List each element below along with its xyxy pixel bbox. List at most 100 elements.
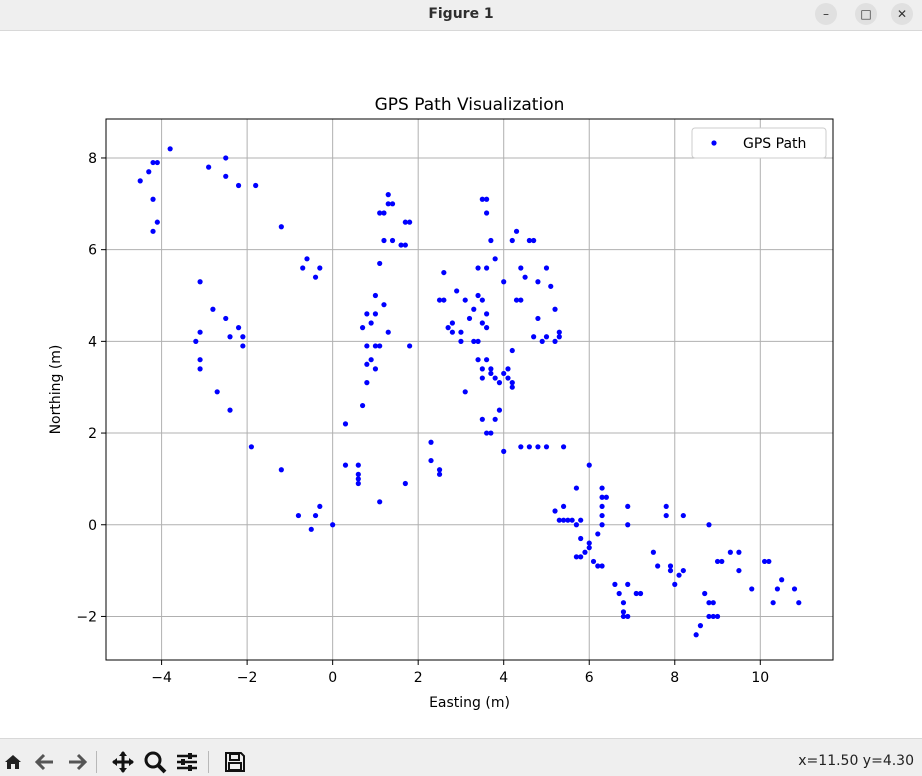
data-point [565, 517, 571, 523]
data-point [312, 512, 319, 519]
data-point [556, 329, 562, 335]
configure-subplots-icon[interactable] [174, 749, 200, 775]
x-tick-label: 6 [585, 670, 594, 686]
data-point [599, 503, 605, 510]
data-point [150, 159, 156, 166]
data-point [620, 609, 627, 615]
data-point [488, 237, 494, 244]
data-point [377, 499, 383, 505]
grid [106, 119, 833, 660]
data-point [377, 260, 383, 267]
data-point [509, 380, 515, 386]
data-point [616, 590, 622, 597]
close-button[interactable]: ✕ [891, 3, 913, 25]
x-axis-label: Easting (m) [429, 695, 510, 711]
data-point [377, 343, 383, 349]
data-point [479, 297, 485, 303]
data-point [428, 439, 434, 445]
home-icon[interactable] [0, 749, 26, 775]
data-point [300, 265, 306, 271]
data-point [620, 600, 627, 606]
forward-icon[interactable] [64, 749, 90, 775]
save-icon[interactable] [222, 749, 248, 775]
data-point [364, 380, 370, 386]
data-point [676, 572, 682, 578]
data-point [791, 586, 798, 592]
data-point [599, 494, 605, 500]
data-point [595, 531, 601, 537]
legend: GPS Path [691, 127, 827, 159]
chart-title: GPS Path Visualization [375, 95, 565, 115]
data-point [475, 265, 481, 271]
data-point [586, 462, 592, 468]
data-point [552, 508, 558, 514]
data-point [672, 581, 678, 587]
data-point [714, 613, 721, 620]
data-point [210, 306, 216, 312]
legend-marker [711, 140, 717, 146]
data-point [586, 540, 592, 546]
data-point [573, 554, 580, 560]
toolbar-separator [208, 751, 209, 773]
data-point [501, 279, 507, 285]
data-point [402, 480, 408, 487]
minimize-button[interactable]: – [815, 3, 837, 25]
window-titlebar: Figure 1 – □ ✕ [0, 0, 922, 31]
data-point [586, 545, 592, 551]
legend-box [691, 127, 827, 159]
data-point [462, 297, 468, 303]
data-point [633, 590, 639, 597]
pan-icon[interactable] [110, 749, 136, 775]
data-point [599, 563, 605, 569]
data-point [770, 600, 776, 606]
data-point [355, 480, 361, 487]
data-point [484, 210, 490, 216]
data-point [556, 334, 562, 340]
x-tick-label: −2 [237, 670, 258, 686]
data-point [518, 265, 524, 271]
data-point [492, 375, 498, 381]
data-point [573, 485, 580, 491]
data-point [355, 462, 361, 468]
data-point [240, 343, 246, 349]
zoom-icon[interactable] [142, 749, 168, 775]
data-point [637, 590, 644, 597]
data-point [223, 155, 229, 161]
data-point [462, 389, 468, 395]
data-point [197, 357, 203, 363]
data-point [535, 279, 541, 285]
data-point [543, 265, 550, 271]
data-point [197, 366, 203, 372]
data-point [206, 164, 212, 170]
data-point [197, 329, 203, 335]
data-point [389, 237, 396, 244]
data-point [449, 329, 455, 335]
y-tick-label: 8 [88, 151, 97, 167]
data-point [727, 549, 733, 555]
data-point [736, 549, 742, 555]
data-point [625, 581, 631, 587]
data-point [539, 338, 545, 344]
data-point [710, 600, 716, 606]
data-point [475, 292, 481, 299]
data-point [680, 567, 686, 574]
data-point [223, 315, 229, 322]
data-point [552, 306, 558, 312]
data-point [436, 471, 443, 477]
back-icon[interactable] [32, 749, 58, 775]
data-point [295, 512, 302, 519]
data-point [522, 274, 528, 280]
data-point [364, 311, 370, 317]
data-point [330, 522, 336, 528]
data-point [531, 237, 537, 244]
x-tick-label: 0 [328, 670, 337, 686]
data-point [492, 256, 498, 262]
data-point [625, 613, 631, 620]
data-point [603, 494, 609, 500]
scatter-chart: −4 −2 0 2 4 6 8 10 −2 0 2 4 6 8 GPS Path Visualizatio… [48, 95, 834, 711]
data-point [389, 201, 396, 207]
data-point [702, 590, 708, 597]
data-point [484, 357, 490, 363]
figure-canvas[interactable]: −4 −2 0 2 4 6 8 10 −2 0 2 4 6 8 GPS Path Visualizatio… [0, 31, 922, 738]
maximize-button[interactable]: □ [855, 3, 877, 25]
